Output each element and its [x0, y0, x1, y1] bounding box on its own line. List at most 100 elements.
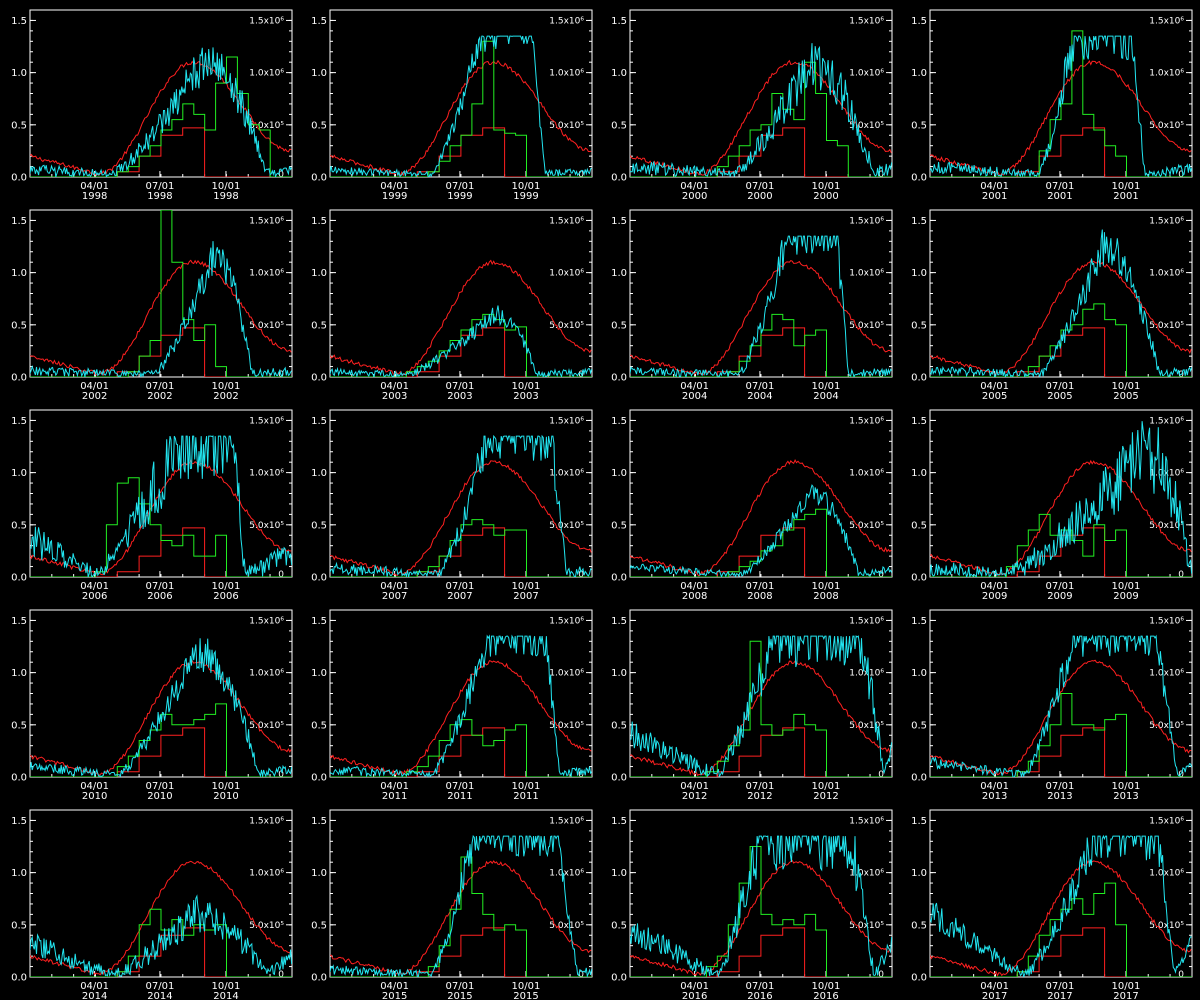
red-smooth-line: [30, 459, 292, 576]
x-tick-date: 07/01: [746, 181, 775, 192]
panel-series: [330, 634, 592, 777]
right-tick-label: 5.0x10⁵: [1149, 321, 1184, 331]
x-tick-date: 04/01: [980, 581, 1009, 592]
cyan-line: [30, 435, 292, 577]
x-tick-year: 2008: [747, 591, 772, 602]
left-tick-label: 0.5: [311, 520, 327, 531]
left-tick-label: 0.0: [311, 973, 327, 984]
left-tick-label: 0.5: [11, 720, 27, 731]
right-tick-label: 0: [1178, 970, 1184, 980]
left-tick-label: 1.0: [11, 268, 27, 279]
x-tick-year: 2005: [1113, 391, 1138, 402]
left-tick-label: 1.5: [311, 616, 327, 627]
panel-series: [930, 229, 1192, 377]
right-tick-label: 5.0x10⁵: [549, 721, 584, 731]
x-tick-date: 04/01: [380, 381, 409, 392]
left-tick-label: 0.0: [11, 973, 27, 984]
x-tick-year: 1998: [82, 191, 107, 202]
x-tick-date: 07/01: [746, 581, 775, 592]
x-tick-year: 2010: [147, 791, 172, 802]
panel-series: [330, 35, 592, 177]
green-step-line: [30, 703, 292, 777]
red-smooth-line: [330, 59, 592, 177]
right-tick-label: 0: [278, 170, 284, 180]
x-tick-year: 2013: [1047, 791, 1072, 802]
x-tick-year: 2007: [513, 591, 538, 602]
panel-series: [330, 259, 592, 377]
panel-2011: 0.00.51.01.505.0x10⁵1.0x10⁶1.5x10⁶04/012…: [311, 609, 593, 802]
cyan-line: [930, 35, 1192, 177]
panel-series: [630, 43, 892, 177]
x-tick-date: 04/01: [380, 181, 409, 192]
red-step-line: [330, 927, 592, 977]
x-tick-year: 2000: [813, 191, 838, 202]
left-tick-label: 0.5: [11, 120, 27, 131]
green-step-line: [630, 640, 892, 777]
right-tick-label: 0: [578, 570, 584, 580]
right-tick-label: 1.5x10⁶: [549, 816, 584, 826]
right-tick-label: 1.5x10⁶: [1149, 16, 1184, 26]
left-tick-label: 0.0: [911, 173, 927, 184]
right-tick-label: 1.5x10⁶: [849, 416, 884, 426]
x-tick-date: 04/01: [80, 381, 109, 392]
panel-2000: 0.00.51.01.505.0x10⁵1.0x10⁶1.5x10⁶04/012…: [611, 9, 893, 202]
right-tick-label: 5.0x10⁵: [1149, 721, 1184, 731]
right-tick-label: 1.0x10⁶: [1149, 669, 1184, 679]
left-tick-label: 1.5: [11, 816, 27, 827]
x-tick-year: 2011: [382, 791, 407, 802]
right-tick-label: 1.0x10⁶: [249, 469, 284, 479]
x-tick-year: 2013: [982, 791, 1007, 802]
left-tick-label: 0.5: [311, 120, 327, 131]
left-tick-label: 0.5: [611, 920, 627, 931]
right-tick-label: 5.0x10⁵: [849, 721, 884, 731]
left-tick-label: 0.0: [311, 173, 327, 184]
right-tick-label: 1.0x10⁶: [249, 869, 284, 879]
right-tick-label: 5.0x10⁵: [249, 121, 284, 131]
x-tick-year: 2012: [747, 791, 772, 802]
left-tick-label: 0.5: [611, 720, 627, 731]
left-tick-label: 0.0: [311, 573, 327, 584]
x-tick-year: 2017: [1113, 991, 1138, 1000]
green-step-line: [330, 40, 592, 177]
x-tick-year: 2016: [747, 991, 772, 1000]
right-tick-label: 5.0x10⁵: [549, 921, 584, 931]
right-tick-label: 1.0x10⁶: [549, 469, 584, 479]
right-tick-label: 0: [1178, 370, 1184, 380]
x-tick-year: 2007: [447, 591, 472, 602]
green-step-line: [30, 477, 292, 577]
right-tick-label: 1.5x10⁶: [249, 816, 284, 826]
left-tick-label: 1.5: [611, 616, 627, 627]
green-step-line: [630, 508, 892, 577]
x-tick-year: 2005: [1047, 391, 1072, 402]
x-tick-year: 2006: [147, 591, 172, 602]
left-tick-label: 1.0: [11, 468, 27, 479]
x-tick-date: 04/01: [680, 381, 709, 392]
red-step-line: [330, 327, 592, 377]
panel-2015: 0.00.51.01.505.0x10⁵1.0x10⁶1.5x10⁶04/012…: [311, 809, 593, 1000]
x-tick-date: 04/01: [380, 781, 409, 792]
panel-2001: 0.00.51.01.505.0x10⁵1.0x10⁶1.5x10⁶04/012…: [911, 9, 1193, 202]
red-smooth-line: [930, 259, 1192, 376]
left-tick-label: 1.0: [11, 68, 27, 79]
left-tick-label: 0.0: [611, 573, 627, 584]
right-tick-label: 0: [878, 370, 884, 380]
left-tick-label: 0.0: [311, 773, 327, 784]
x-tick-date: 10/01: [512, 381, 541, 392]
panel-series: [30, 638, 292, 777]
red-step-line: [630, 727, 892, 777]
x-tick-year: 2016: [813, 991, 838, 1000]
red-step-line: [930, 927, 1192, 977]
left-tick-label: 1.5: [311, 216, 327, 227]
left-tick-label: 0.0: [11, 373, 27, 384]
red-smooth-line: [330, 660, 592, 776]
x-tick-year: 2010: [82, 791, 107, 802]
right-tick-label: 1.5x10⁶: [249, 416, 284, 426]
cyan-line: [330, 634, 592, 777]
right-tick-label: 1.0x10⁶: [1149, 269, 1184, 279]
x-tick-year: 2003: [382, 391, 407, 402]
left-tick-label: 1.5: [11, 16, 27, 27]
left-tick-label: 0.5: [911, 120, 927, 131]
x-tick-year: 2003: [447, 391, 472, 402]
red-smooth-line: [630, 259, 892, 376]
panel-1998: 0.00.51.01.505.0x10⁵1.0x10⁶1.5x10⁶04/011…: [11, 9, 293, 202]
